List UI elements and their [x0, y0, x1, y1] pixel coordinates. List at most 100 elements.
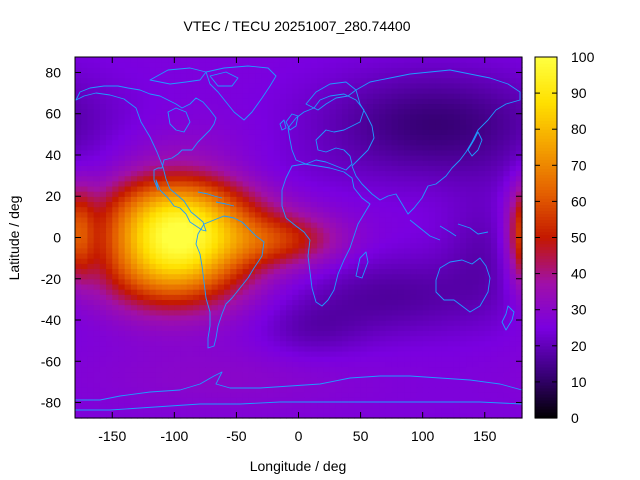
heatmap-cell	[404, 118, 411, 125]
heatmap-cell	[217, 124, 225, 130]
heatmap-cell	[236, 237, 244, 244]
heatmap-cell	[192, 247, 200, 254]
heatmap-cell	[503, 376, 511, 383]
heatmap-cell	[428, 381, 436, 388]
heatmap-cell	[341, 222, 349, 228]
heatmap-cell	[478, 139, 486, 146]
heatmap-cell	[186, 273, 194, 280]
heatmap-cell	[329, 87, 337, 94]
heatmap-cell	[267, 93, 275, 99]
heatmap-cell	[410, 201, 418, 208]
heatmap-cell	[298, 412, 306, 419]
heatmap-cell	[143, 154, 151, 161]
heatmap-cell	[286, 124, 293, 130]
heatmap-cell	[459, 366, 467, 373]
heatmap-cell	[379, 258, 387, 264]
heatmap-cell	[149, 371, 157, 378]
heatmap-cell	[161, 371, 169, 378]
heatmap-cell	[217, 330, 225, 337]
heatmap-cell	[435, 345, 442, 352]
heatmap-cell	[292, 247, 300, 254]
heatmap-cell	[373, 330, 380, 337]
heatmap-cell	[217, 232, 225, 239]
heatmap-cell	[422, 67, 430, 74]
heatmap-cell	[149, 165, 157, 172]
heatmap-cell	[192, 144, 200, 151]
heatmap-cell	[224, 113, 231, 120]
heatmap-cell	[391, 124, 399, 130]
heatmap-cell	[478, 371, 486, 378]
heatmap-cell	[180, 392, 188, 398]
heatmap-cell	[497, 139, 504, 146]
heatmap-cell	[453, 314, 461, 321]
heatmap-cell	[286, 330, 293, 337]
heatmap-cell	[341, 330, 349, 337]
heatmap-cell	[478, 397, 486, 404]
heatmap-cell	[106, 314, 113, 321]
heatmap-cell	[404, 108, 411, 115]
heatmap-cell	[366, 325, 374, 331]
heatmap-cell	[217, 206, 225, 213]
heatmap-cell	[298, 170, 306, 177]
heatmap-cell	[385, 278, 393, 285]
heatmap-cell	[143, 314, 151, 321]
heatmap-cell	[323, 227, 331, 233]
heatmap-cell	[503, 232, 511, 239]
heatmap-cell	[267, 149, 275, 156]
heatmap-cell	[490, 82, 498, 89]
heatmap-cell	[217, 252, 225, 259]
heatmap-cell	[335, 180, 343, 187]
heatmap-cell	[81, 268, 89, 275]
heatmap-cell	[335, 340, 343, 347]
heatmap-cell	[143, 263, 151, 270]
heatmap-cell	[490, 402, 498, 409]
heatmap-cell	[304, 129, 312, 135]
heatmap-cell	[484, 309, 492, 316]
heatmap-cell	[273, 356, 281, 362]
heatmap-cell	[242, 103, 250, 110]
heatmap-cell	[478, 206, 486, 213]
heatmap-cell	[422, 62, 430, 68]
heatmap-cell	[304, 392, 312, 398]
heatmap-cell	[180, 185, 188, 192]
heatmap-cell	[497, 330, 504, 337]
heatmap-cell	[515, 320, 523, 326]
heatmap-cell	[143, 340, 151, 347]
heatmap-cell	[323, 242, 331, 249]
heatmap-cell	[286, 397, 293, 404]
heatmap-cell	[341, 237, 349, 244]
heatmap-cell	[515, 412, 523, 419]
heatmap-cell	[441, 154, 449, 161]
heatmap-cell	[155, 263, 163, 270]
heatmap-cell	[273, 191, 281, 197]
heatmap-cell	[124, 149, 132, 156]
heatmap-cell	[441, 397, 449, 404]
heatmap-cell	[484, 247, 492, 254]
heatmap-cell	[273, 77, 281, 84]
heatmap-cell	[379, 376, 387, 383]
heatmap-cell	[404, 154, 411, 161]
heatmap-cell	[186, 196, 194, 202]
heatmap-cell	[168, 108, 175, 115]
heatmap-cell	[230, 165, 238, 172]
heatmap-cell	[341, 134, 349, 141]
heatmap-cell	[335, 196, 343, 202]
heatmap-cell	[143, 361, 151, 368]
heatmap-cell	[453, 289, 461, 295]
heatmap-cell	[422, 387, 430, 393]
heatmap-cell	[143, 191, 151, 197]
heatmap-cell	[236, 335, 244, 342]
heatmap-cell	[217, 170, 225, 177]
heatmap-cell	[360, 381, 368, 388]
heatmap-cell	[236, 361, 244, 368]
heatmap-cell	[93, 211, 101, 218]
heatmap-cell	[286, 154, 293, 161]
heatmap-cell	[93, 196, 101, 202]
heatmap-cell	[441, 77, 449, 84]
heatmap-cell	[205, 350, 213, 357]
heatmap-cell	[329, 160, 337, 166]
heatmap-cell	[435, 129, 442, 135]
heatmap-cell	[447, 325, 455, 331]
heatmap-cell	[416, 289, 424, 295]
heatmap-cell	[453, 191, 461, 197]
